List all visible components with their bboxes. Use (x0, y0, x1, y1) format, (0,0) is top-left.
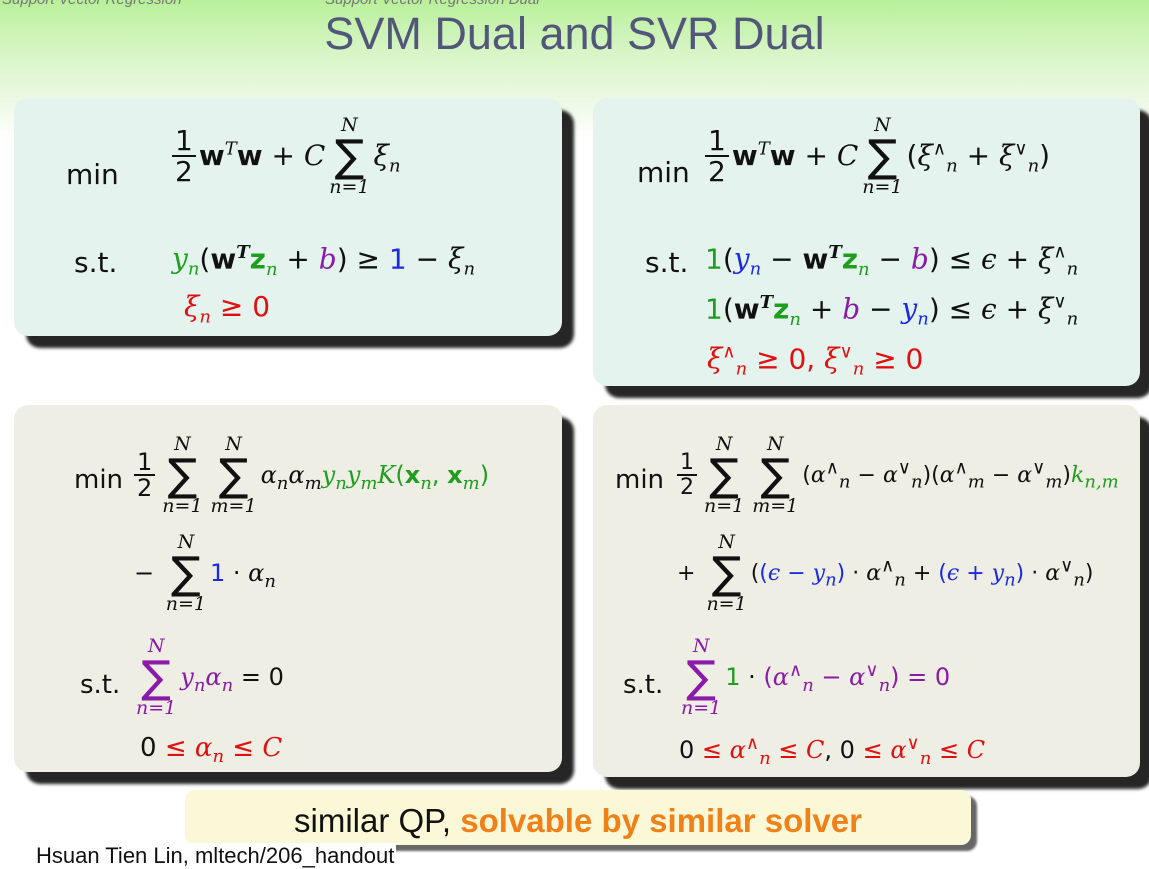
svr-dual-box: min 1 2 N ∑ n=1 N ∑ m=1 (α∧n − α∨n)(α∧m − α∨m)kn… (593, 405, 1140, 777)
note-highlight-text: solvable by similar solver (460, 802, 862, 839)
svm-primal-objective: 1 2 wTw + C N ∑ n=1 ξn (172, 115, 401, 198)
svm-dual-constraint-2: 0 ≤ αn ≤ C (140, 733, 283, 768)
breadcrumb-left: Support Vector Regression (2, 0, 182, 8)
breadcrumb-right: Support Vector Regression Dual (325, 0, 540, 8)
top-breadcrumb-strip: Support Vector Regression Support Vector… (0, 0, 1149, 12)
svm-primal-box: min 1 2 wTw + C N ∑ n=1 ξn s.t. yn(wTzn + b) ≥… (14, 98, 562, 336)
st-label: s.t. (623, 670, 664, 700)
st-label: s.t. (645, 246, 689, 279)
summary-note: similar QP, solvable by similar solver (185, 790, 971, 845)
svr-dual-constraint-2: 0 ≤ α∧n ≤ C, 0 ≤ α∨n ≤ C (679, 733, 986, 769)
svr-dual-constraint-1: N ∑ n=1 1 · (α∧n − α∨n) = 0 (681, 635, 951, 719)
svm-primal-constraint-1: yn(wTzn + b) ≥ 1 − ξn (172, 242, 476, 280)
svm-dual-constraint-1: N ∑ n=1 ynαn = 0 (136, 635, 284, 719)
min-label: min (74, 465, 124, 495)
svm-dual-box: min 1 2 N ∑ n=1 N ∑ m=1 αnαmynymK(xn, xm) − N ∑ n=… (14, 405, 562, 772)
svr-primal-constraint-3: ξ∧n ≥ 0, ξ∨n ≥ 0 (707, 342, 924, 380)
svr-primal-constraint-1: 1(yn − wTzn − b) ≤ ϵ + ξ∧n (705, 242, 1079, 280)
footer-credit: Hsuan Tien Lin, mltech/206_handout (34, 843, 397, 869)
min-label: min (615, 465, 665, 495)
svm-dual-objective-1: 1 2 N ∑ n=1 N ∑ m=1 αnαmynymK(xn, xm) (134, 434, 489, 517)
svm-dual-objective-2: − N ∑ n=1 1 · αn (134, 531, 276, 615)
svr-primal-constraint-2: 1(wTzn + b − yn) ≤ ϵ + ξ∨n (705, 292, 1079, 330)
note-plain-text: similar QP, (294, 802, 452, 839)
st-label: s.t. (80, 670, 121, 700)
svr-primal-box: min 1 2 wTw + C N ∑ n=1 (ξ∧n + ξ∨n) s.t. 1(yn … (593, 98, 1140, 386)
min-label: min (66, 158, 119, 191)
svr-dual-objective-1: 1 2 N ∑ n=1 N ∑ m=1 (α∧n − α∨n)(α∧m − α∨m)kn,m (677, 434, 1119, 517)
slide-title: SVM Dual and SVR Dual (324, 8, 825, 59)
st-label: s.t. (74, 246, 118, 279)
svr-primal-objective: 1 2 wTw + C N ∑ n=1 (ξ∧n + ξ∨n) (705, 115, 1050, 198)
svm-primal-constraint-2: ξn ≥ 0 (184, 290, 271, 328)
min-label: min (637, 156, 690, 189)
svr-dual-objective-2: + N ∑ n=1 ((ϵ − yn) · α∧n + (ϵ + yn) · α∨n) (677, 531, 1094, 615)
